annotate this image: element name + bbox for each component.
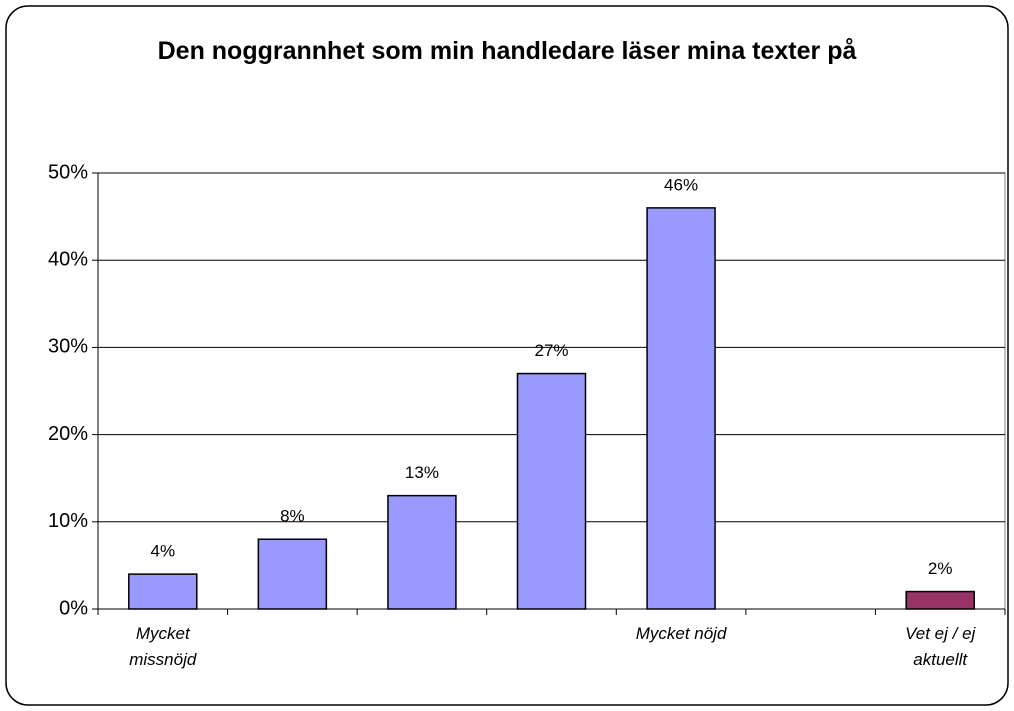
bar xyxy=(905,590,975,610)
bar xyxy=(257,538,328,610)
data-label: 8% xyxy=(280,507,305,526)
chart-title: Den noggrannhet som min handledare läser… xyxy=(157,37,857,65)
bar xyxy=(128,573,198,610)
data-label: 13% xyxy=(405,463,439,482)
y-tick-label: 30% xyxy=(48,336,88,358)
x-tick-label: Mycket nöjd xyxy=(635,624,727,643)
data-label: 4% xyxy=(150,542,175,561)
y-tick-label: 0% xyxy=(59,597,88,619)
y-tick-label: 40% xyxy=(48,248,88,270)
x-tick-label: Vet ej / ej aktuellt xyxy=(905,624,976,669)
data-label: 2% xyxy=(928,559,953,578)
y-tick-label: 20% xyxy=(48,423,88,445)
data-label: 46% xyxy=(664,175,698,194)
y-tick-label: 10% xyxy=(48,510,88,532)
x-tick-label: Mycket missnöjd xyxy=(129,624,197,669)
y-tick-label: 50% xyxy=(48,161,88,183)
bar xyxy=(646,207,716,610)
bar xyxy=(387,494,457,610)
data-label: 27% xyxy=(534,341,568,360)
bar xyxy=(516,372,587,610)
